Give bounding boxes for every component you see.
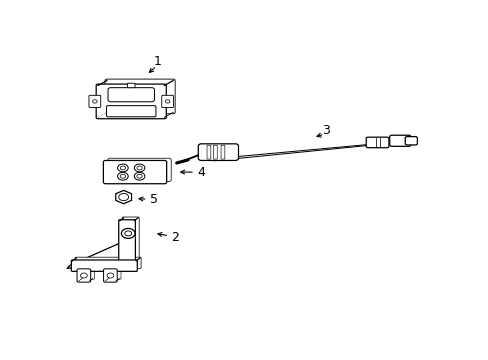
FancyBboxPatch shape	[213, 145, 217, 159]
Circle shape	[117, 164, 128, 172]
FancyBboxPatch shape	[108, 88, 154, 102]
FancyBboxPatch shape	[122, 217, 139, 264]
Circle shape	[134, 172, 144, 180]
Circle shape	[134, 164, 144, 172]
Text: 2: 2	[170, 231, 179, 244]
FancyBboxPatch shape	[105, 79, 175, 114]
Circle shape	[92, 100, 97, 103]
FancyBboxPatch shape	[206, 145, 210, 159]
Polygon shape	[67, 241, 124, 269]
FancyBboxPatch shape	[405, 136, 417, 145]
FancyBboxPatch shape	[106, 105, 156, 117]
Circle shape	[121, 229, 135, 238]
Text: 5: 5	[150, 193, 158, 206]
FancyBboxPatch shape	[366, 137, 388, 148]
FancyBboxPatch shape	[107, 266, 121, 279]
Circle shape	[120, 174, 125, 178]
Polygon shape	[116, 190, 131, 204]
Text: 4: 4	[197, 166, 205, 179]
FancyBboxPatch shape	[127, 83, 135, 88]
Circle shape	[119, 193, 128, 201]
FancyBboxPatch shape	[75, 257, 141, 269]
Circle shape	[81, 273, 87, 278]
Text: 3: 3	[322, 124, 330, 137]
FancyBboxPatch shape	[108, 158, 171, 181]
Circle shape	[107, 273, 114, 278]
Circle shape	[165, 100, 169, 103]
Circle shape	[120, 166, 125, 170]
FancyBboxPatch shape	[81, 266, 94, 279]
Circle shape	[117, 172, 128, 180]
FancyBboxPatch shape	[103, 269, 117, 282]
FancyBboxPatch shape	[96, 84, 166, 119]
Circle shape	[137, 166, 142, 170]
Text: 1: 1	[154, 55, 162, 68]
FancyBboxPatch shape	[103, 161, 166, 184]
FancyBboxPatch shape	[198, 144, 238, 161]
FancyBboxPatch shape	[162, 95, 173, 108]
Circle shape	[124, 231, 131, 236]
Circle shape	[137, 174, 142, 178]
FancyBboxPatch shape	[389, 135, 410, 146]
FancyBboxPatch shape	[89, 95, 101, 108]
FancyBboxPatch shape	[77, 269, 90, 282]
FancyBboxPatch shape	[221, 145, 224, 159]
FancyBboxPatch shape	[119, 220, 135, 267]
FancyBboxPatch shape	[71, 260, 137, 271]
